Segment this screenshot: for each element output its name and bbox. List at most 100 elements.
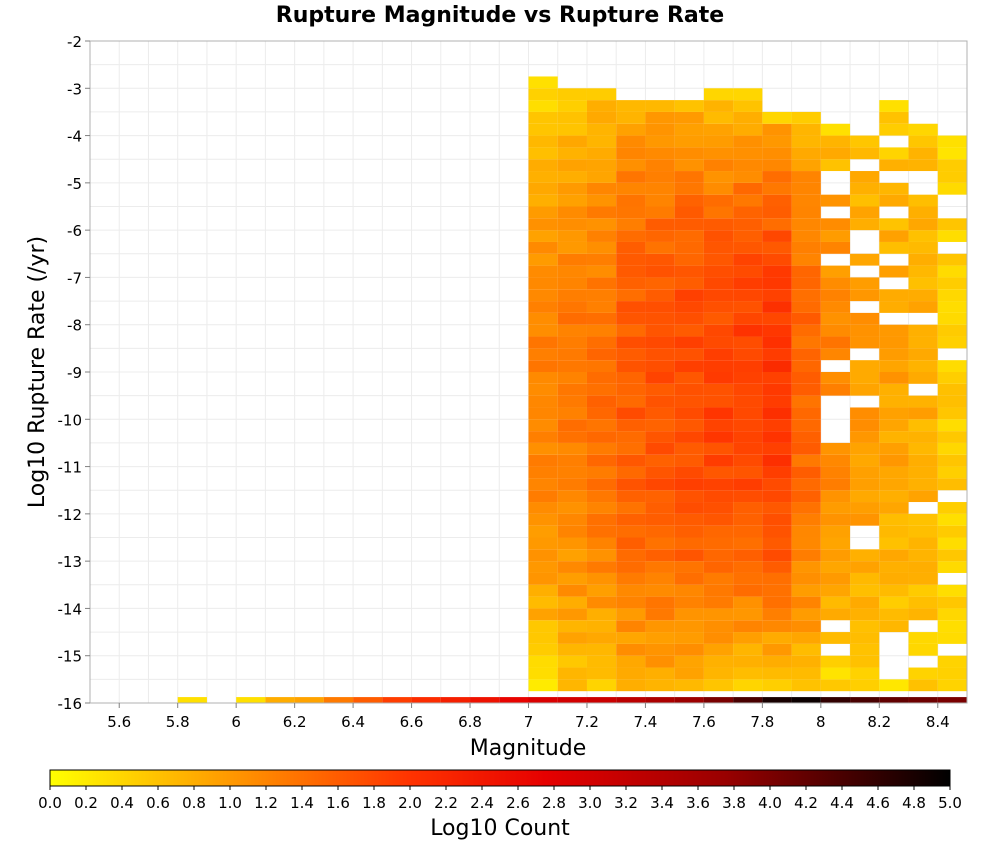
heatmap-cell — [674, 265, 704, 278]
heatmap-cell — [616, 608, 646, 621]
heatmap-cell — [674, 490, 704, 503]
heatmap-cell — [616, 584, 646, 597]
heatmap-cell — [557, 348, 587, 361]
heatmap-cell — [674, 135, 704, 148]
heatmap-cell — [879, 289, 909, 302]
heatmap-cell — [528, 194, 558, 207]
heatmap-cell — [645, 419, 675, 432]
heatmap-cell — [703, 525, 734, 538]
heatmap-cell — [586, 182, 617, 195]
heatmap-cell — [733, 277, 763, 290]
heatmap-cell — [557, 643, 587, 656]
heatmap-cell — [879, 537, 909, 550]
heatmap-cell — [616, 643, 646, 656]
heatmap-cell — [850, 419, 880, 432]
heatmap-cell — [791, 407, 821, 420]
heatmap-cell — [762, 584, 792, 597]
heatmap-cell — [703, 632, 734, 644]
heatmap-cell — [586, 561, 617, 573]
heatmap-cell — [616, 655, 646, 668]
colorbar-tick-label: 1.2 — [254, 794, 278, 812]
heatmap-cell — [645, 265, 675, 278]
heatmap-cell — [850, 407, 880, 420]
heatmap-cell — [733, 372, 763, 384]
heatmap-cell — [820, 123, 851, 136]
heatmap-cell — [703, 159, 734, 172]
heatmap-cell — [645, 372, 675, 384]
heatmap-cell — [703, 549, 734, 562]
heatmap-cell — [674, 111, 704, 124]
heatmap-cell — [937, 182, 967, 195]
heatmap-cell — [586, 490, 617, 503]
heatmap-cell — [528, 135, 558, 148]
heatmap-cell — [908, 419, 938, 432]
heatmap-cell — [586, 643, 617, 656]
heatmap-cell — [908, 336, 938, 349]
heatmap-cell — [703, 88, 734, 101]
heatmap-cell — [557, 253, 587, 266]
colorbar-tick-label: 0.0 — [38, 794, 62, 812]
heatmap-cell — [616, 230, 646, 242]
heatmap-cell — [850, 667, 880, 680]
x-tick-label: 6.2 — [283, 713, 307, 731]
heatmap-cell — [879, 419, 909, 432]
heatmap-cell — [733, 549, 763, 562]
heatmap-cell — [557, 667, 587, 680]
heatmap-cell — [762, 265, 792, 278]
heatmap-cell — [937, 620, 967, 633]
heatmap-cell — [762, 147, 792, 160]
heatmap-cell — [586, 171, 617, 183]
y-tick-label: -11 — [58, 459, 83, 477]
heatmap-cell — [645, 596, 675, 609]
heatmap-cell — [528, 182, 558, 195]
x-tick-label: 8.4 — [926, 713, 950, 731]
heatmap-cell — [733, 100, 763, 112]
heatmap-cell — [586, 123, 617, 136]
heatmap-cell — [528, 76, 558, 89]
heatmap-cell — [528, 584, 558, 597]
heatmap-cell — [791, 383, 821, 396]
heatmap-cell — [674, 194, 704, 207]
heatmap-cell — [908, 265, 938, 278]
heatmap-cell — [703, 643, 734, 656]
heatmap-cell — [879, 596, 909, 609]
heatmap-cell — [820, 655, 851, 668]
heatmap-cell — [820, 135, 851, 148]
heatmap-cell — [908, 549, 938, 562]
heatmap-cell — [937, 147, 967, 160]
heatmap-cell — [791, 277, 821, 290]
heatmap-cell — [733, 655, 763, 668]
x-tick-label: 5.8 — [166, 713, 190, 731]
heatmap-cell — [557, 478, 587, 491]
heatmap-cell — [762, 537, 792, 550]
heatmap-cell — [616, 147, 646, 160]
heatmap-cell — [674, 561, 704, 573]
heatmap-cell — [674, 324, 704, 337]
heatmap-cell-bottom — [645, 697, 675, 703]
y-tick-label: -12 — [58, 506, 83, 524]
heatmap-cell — [586, 100, 617, 112]
heatmap-cell-bottom — [937, 697, 967, 703]
heatmap-cell — [762, 277, 792, 290]
heatmap-cell — [645, 147, 675, 160]
heatmap-cell — [616, 194, 646, 207]
heatmap-cell — [703, 147, 734, 160]
heatmap-cell — [762, 171, 792, 183]
heatmap-cell — [908, 667, 938, 680]
heatmap-cell — [733, 111, 763, 124]
heatmap-cell — [528, 655, 558, 668]
colorbar-tick-label: 1.0 — [218, 794, 242, 812]
heatmap-cell — [528, 667, 558, 680]
heatmap-cell — [879, 265, 909, 278]
heatmap-cell — [850, 442, 880, 455]
heatmap-cell — [557, 218, 587, 231]
heatmap-cell — [879, 241, 909, 254]
heatmap-cell — [820, 324, 851, 337]
heatmap-cells — [177, 76, 967, 703]
heatmap-cell — [733, 312, 763, 325]
heatmap-cell — [908, 301, 938, 313]
heatmap-cell — [762, 383, 792, 396]
heatmap-cell — [820, 608, 851, 621]
heatmap-cell — [586, 218, 617, 231]
heatmap-cell — [762, 466, 792, 479]
